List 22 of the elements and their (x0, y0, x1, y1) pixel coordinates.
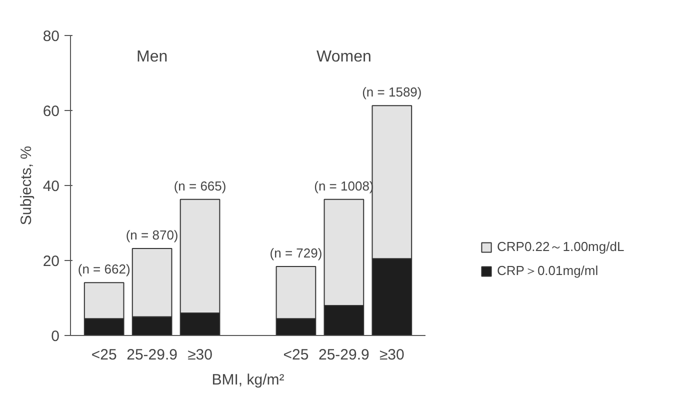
y-tick-label: 60 (42, 103, 60, 120)
annotation: (n = 729) (270, 246, 322, 260)
x-tick-label: 25-29.9 (318, 346, 370, 364)
annotation: Men (136, 48, 168, 66)
annotation: (n = 1589) (362, 84, 422, 100)
annotation: (n = 665) (174, 178, 226, 194)
legend-label: CRP0.22～1.00mg/dL (497, 238, 624, 256)
annotation: (n = 662) (78, 262, 130, 277)
y-tick-label: 20 (42, 253, 60, 270)
x-tick-label: ≥30 (379, 346, 404, 364)
y-tick-label: 80 (42, 28, 60, 45)
y-axis-title: Subjects, % (18, 146, 35, 226)
x-tick-label: 25-29.9 (126, 346, 178, 364)
annotation: Women (316, 48, 372, 66)
legend-label: CRP＞0.01mg/ml (497, 262, 598, 280)
y-tick-label: 40 (42, 178, 60, 195)
y-tick-label: 0 (51, 328, 60, 345)
annotation: (n = 870) (126, 228, 178, 242)
x-tick-label: ≥30 (188, 346, 212, 364)
x-tick-label: <25 (283, 346, 309, 364)
x-tick-label: <25 (91, 346, 117, 364)
x-axis-title: BMI, kg/m² (212, 372, 284, 388)
